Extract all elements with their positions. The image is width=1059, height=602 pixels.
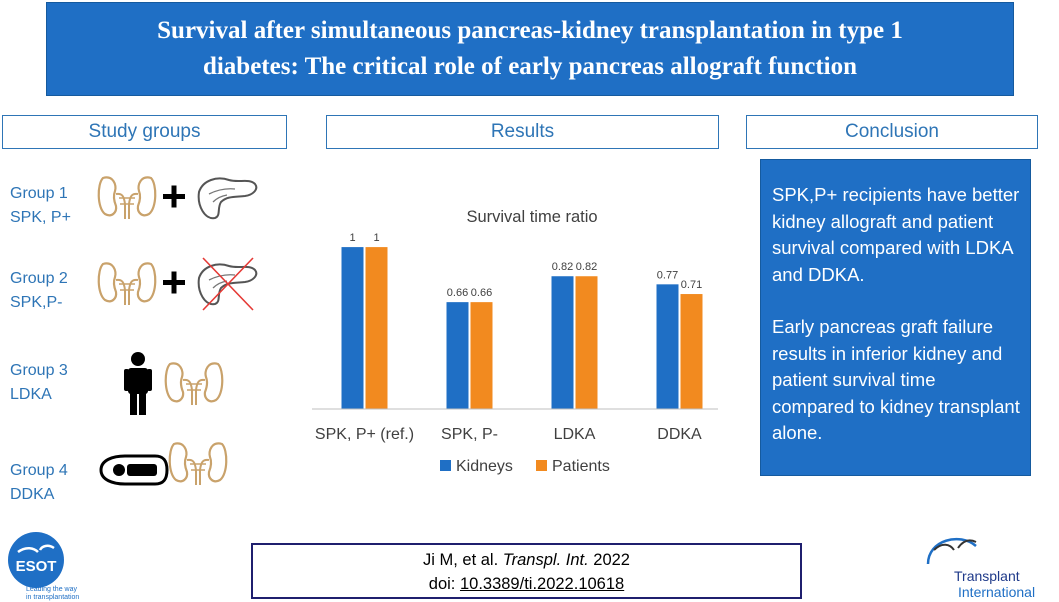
data-label-patients-2: 0.66 [471, 287, 492, 299]
doi-link[interactable]: 10.3389/ti.2022.10618 [459, 575, 625, 593]
data-label-kidneys-3: 0.82 [552, 261, 573, 273]
deceased-donor-icon [99, 454, 169, 486]
journal-name: Transpl. Int. [502, 551, 589, 569]
bar-patients-3 [575, 276, 598, 409]
plus-icon [163, 185, 185, 208]
ti-arc-icon [926, 537, 977, 565]
citation-line: Ji M, et al. Transpl. Int. 2022 [423, 551, 630, 569]
group-1-label: Group 1 SPK, P+ [10, 185, 71, 226]
group-1-icons [97, 176, 258, 221]
citation-box: Ji M, et al. Transpl. Int. 2022 doi: 10.… [251, 543, 802, 599]
group-4-icons [99, 442, 228, 487]
person-icon [124, 352, 152, 415]
plus-icon [163, 271, 185, 294]
esot-tagline-1: Leading the way [26, 586, 77, 593]
bar-kidneys-3 [551, 276, 574, 409]
chart-title: Survival time ratio [466, 208, 597, 226]
crossed-pancreas-icon [197, 257, 258, 311]
title-text: Survival after simultaneous pancreas-kid… [157, 17, 903, 80]
pancreas-icon [197, 177, 258, 220]
bar-patients-2 [470, 302, 493, 409]
data-label-patients-3: 0.82 [576, 261, 597, 273]
esot-tagline-2: in transplantation [26, 594, 79, 601]
x-tick-label: SPK, P+ (ref.) [315, 426, 414, 443]
group-4-label: Group 4 DDKA [10, 462, 68, 503]
conclusion-header: Conclusion [746, 115, 1038, 149]
bar-patients-1 [365, 247, 388, 409]
legend-label-patients: Patients [552, 458, 610, 475]
bar-kidneys-2 [446, 302, 469, 409]
bar-patients-4 [680, 294, 703, 409]
x-tick-label: DDKA [657, 426, 702, 443]
legend-swatch-patients [536, 460, 547, 471]
x-tick-label: SPK, P- [441, 426, 498, 443]
group-2-label: Group 2 SPK,P- [10, 270, 68, 311]
transplant-international-logo: Transplant International [926, 537, 1035, 600]
conclusion-paragraph-2: Early pancreas graft failure results in … [772, 316, 1020, 443]
legend-label-kidneys: Kidneys [456, 458, 513, 475]
ti-logo-line2: International [958, 584, 1035, 600]
data-label-kidneys-4: 0.77 [657, 269, 678, 281]
doi-line: doi: 10.3389/ti.2022.10618 [428, 575, 625, 593]
esot-logo-name: ESOT [16, 558, 57, 575]
legend-swatch-kidneys [440, 460, 451, 471]
results-header: Results [326, 115, 719, 149]
survival-chart: Survival time ratio 1 1 0.66 0.66 0.82 0.82 0.… [312, 208, 718, 475]
kidney-icon [168, 442, 228, 487]
conclusion-paragraph-1: SPK,P+ recipients have better kidney all… [772, 184, 1020, 285]
kidney-icon [164, 362, 224, 407]
group-2-icons [97, 257, 258, 311]
kidney-icon [97, 262, 157, 307]
bar-kidneys-1 [341, 247, 364, 409]
bar-kidneys-4 [656, 284, 679, 409]
group-3-label: Group 3 LDKA [10, 362, 68, 403]
title-banner: Survival after simultaneous pancreas-kid… [46, 2, 1014, 96]
study-groups-header: Study groups [2, 115, 287, 149]
data-label-kidneys-1: 1 [349, 232, 355, 244]
esot-logo: ESOT Leading the way in transplantation [8, 532, 79, 601]
data-label-patients-1: 1 [373, 232, 379, 244]
data-label-patients-4: 0.71 [681, 279, 702, 291]
data-label-kidneys-2: 0.66 [447, 287, 468, 299]
conclusion-panel: SPK,P+ recipients have better kidney all… [760, 159, 1031, 476]
ti-logo-line1: Transplant [954, 568, 1020, 584]
x-tick-label: LDKA [554, 426, 596, 443]
group-3-icons [124, 352, 224, 415]
kidney-icon [97, 176, 157, 221]
